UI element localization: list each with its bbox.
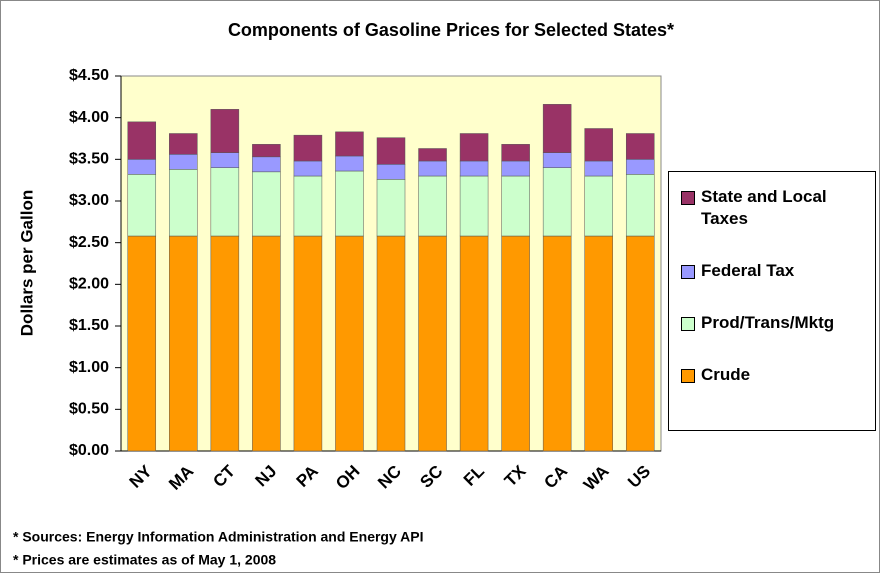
legend-swatch bbox=[681, 265, 695, 279]
chart-title: Components of Gasoline Prices for Select… bbox=[228, 20, 674, 40]
bar-segment bbox=[459, 133, 489, 162]
bar-segment bbox=[252, 235, 281, 452]
legend-label: Prod/Trans/Mktg bbox=[701, 313, 835, 332]
bar-segment bbox=[418, 175, 447, 237]
bar-segment bbox=[418, 148, 447, 162]
bar-segment bbox=[127, 174, 157, 237]
bar-segment bbox=[210, 109, 240, 153]
x-tick-label: SC bbox=[416, 462, 446, 492]
bar-segment bbox=[542, 235, 572, 452]
bar-segment bbox=[169, 169, 198, 237]
x-tick-label: CT bbox=[209, 461, 239, 491]
y-tick-label: $3.00 bbox=[69, 192, 109, 209]
bar-segment bbox=[376, 235, 406, 452]
bar-segment bbox=[584, 175, 613, 237]
y-tick-label: $4.50 bbox=[69, 67, 109, 84]
bar-segment bbox=[418, 160, 447, 177]
bar-segment bbox=[501, 235, 530, 452]
y-axis-label: Dollars per Gallon bbox=[17, 190, 36, 336]
bar-segment bbox=[169, 154, 198, 170]
x-tick-label: OH bbox=[332, 462, 363, 493]
legend-label: Federal Tax bbox=[701, 261, 795, 280]
bar-segment bbox=[210, 167, 240, 237]
bar-segment bbox=[625, 174, 655, 237]
bar-segment bbox=[459, 160, 489, 177]
bar-segment bbox=[501, 175, 530, 237]
bar-segment bbox=[376, 164, 406, 180]
bar-segment bbox=[293, 134, 323, 162]
bar-segment bbox=[335, 155, 364, 172]
bar-segment bbox=[625, 159, 655, 175]
legend-swatch bbox=[681, 191, 695, 205]
bar-segment bbox=[542, 167, 572, 237]
bar-segment bbox=[169, 235, 198, 452]
bar-segment bbox=[625, 235, 655, 452]
legend-swatch bbox=[681, 317, 695, 331]
bar-segment bbox=[625, 133, 655, 160]
x-tick-label: PA bbox=[293, 462, 322, 491]
y-tick-label: $0.00 bbox=[69, 442, 109, 459]
legend-item: State and Local Taxes bbox=[681, 186, 867, 230]
bar-segment bbox=[127, 235, 157, 452]
legend-item: Prod/Trans/Mktg bbox=[681, 312, 867, 334]
bar-segment bbox=[252, 156, 281, 173]
y-tick-label: $4.00 bbox=[69, 109, 109, 126]
y-tick-label: $2.50 bbox=[69, 234, 109, 251]
legend-label: State and Local Taxes bbox=[701, 187, 827, 228]
x-tick-label: FL bbox=[460, 462, 488, 490]
bar-segment bbox=[127, 159, 157, 175]
bar-segment bbox=[169, 133, 198, 155]
bar-segment bbox=[376, 179, 406, 237]
bar-segment bbox=[293, 175, 323, 237]
y-tick-label: $0.50 bbox=[69, 401, 109, 418]
bar-segment bbox=[252, 144, 281, 158]
bar-segment bbox=[501, 160, 530, 177]
legend-item: Crude bbox=[681, 364, 867, 386]
x-tick-label: MA bbox=[165, 462, 197, 494]
legend-item: Federal Tax bbox=[681, 260, 867, 282]
note: * Prices are estimates as of May 1, 2008 bbox=[13, 552, 276, 568]
bar-segment bbox=[418, 235, 447, 452]
note: * Sources: Energy Information Administra… bbox=[13, 529, 423, 545]
legend: State and Local Taxes Federal Tax Prod/Tra… bbox=[668, 171, 876, 431]
x-tick-label: WA bbox=[580, 462, 613, 495]
x-tick-label: NY bbox=[126, 461, 157, 492]
bar-segment bbox=[376, 137, 406, 165]
bar-segment bbox=[584, 128, 613, 162]
bar-segment bbox=[542, 104, 572, 153]
x-tick-label: TX bbox=[501, 461, 530, 490]
bar-segment bbox=[335, 170, 364, 237]
bar-segment bbox=[584, 235, 613, 452]
bar-segment bbox=[501, 144, 530, 162]
bar-segment bbox=[584, 160, 613, 177]
bar-segment bbox=[127, 121, 157, 160]
bar-segment bbox=[293, 235, 323, 452]
bar-segment bbox=[210, 152, 240, 168]
y-tick-label: $1.00 bbox=[69, 359, 109, 376]
bar-segment bbox=[335, 131, 364, 157]
bar-segment bbox=[459, 235, 489, 452]
y-tick-label: $1.50 bbox=[69, 317, 109, 334]
legend-swatch bbox=[681, 369, 695, 383]
bar-segment bbox=[210, 235, 240, 452]
x-tick-label: US bbox=[624, 462, 654, 492]
y-tick-label: $2.00 bbox=[69, 276, 109, 293]
bar-segment bbox=[293, 160, 323, 177]
y-tick-label: $3.50 bbox=[69, 151, 109, 168]
bar-segment bbox=[459, 175, 489, 237]
x-tick-label: CA bbox=[540, 462, 571, 493]
bar-segment bbox=[335, 235, 364, 452]
bar-segment bbox=[252, 171, 281, 237]
x-tick-label: NJ bbox=[252, 462, 281, 491]
bar-segment bbox=[542, 152, 572, 168]
legend-label: Crude bbox=[701, 365, 751, 384]
x-tick-label: NC bbox=[374, 462, 405, 493]
